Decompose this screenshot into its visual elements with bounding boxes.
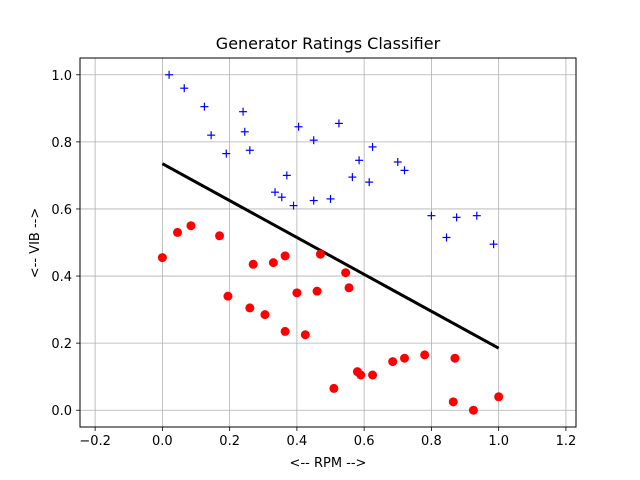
x-tick-label: 1.2 bbox=[556, 434, 577, 449]
circle-marker bbox=[368, 370, 378, 380]
plus-marker bbox=[289, 201, 298, 210]
plus-marker bbox=[240, 127, 249, 136]
plus-marker bbox=[271, 188, 280, 197]
x-tick-label: −0.2 bbox=[79, 434, 111, 449]
circle-marker bbox=[186, 221, 196, 231]
circle-marker bbox=[300, 330, 310, 340]
plus-marker bbox=[245, 146, 254, 155]
circle-marker bbox=[329, 383, 339, 393]
x-tick-label: 0.0 bbox=[152, 434, 173, 449]
circle-marker bbox=[450, 353, 460, 363]
plus-marker bbox=[393, 157, 402, 166]
circle-marker bbox=[312, 286, 322, 296]
circle-marker bbox=[245, 303, 255, 313]
plus-marker bbox=[200, 102, 209, 111]
plus-marker bbox=[400, 166, 409, 175]
circle-marker bbox=[223, 291, 233, 301]
grid-lines bbox=[80, 58, 576, 427]
circle-marker bbox=[388, 357, 398, 367]
chart-title: Generator Ratings Classifier bbox=[216, 34, 441, 53]
plus-marker bbox=[309, 196, 318, 205]
plus-marker bbox=[239, 107, 248, 116]
y-tick-label: 0.2 bbox=[51, 337, 72, 352]
plus-marker bbox=[282, 171, 291, 180]
circle-marker bbox=[468, 405, 478, 415]
circle-marker bbox=[260, 310, 270, 320]
plot-frame bbox=[79, 57, 577, 428]
plus-marker bbox=[294, 122, 303, 131]
data-points bbox=[157, 70, 504, 415]
plus-marker bbox=[277, 193, 286, 202]
circle-marker bbox=[315, 249, 325, 259]
plus-marker bbox=[442, 233, 451, 242]
x-axis-label: <-- RPM --> bbox=[290, 456, 367, 471]
decision-boundary-line bbox=[161, 162, 500, 350]
y-tick-label: 0.4 bbox=[51, 270, 72, 285]
plus-marker bbox=[334, 119, 343, 128]
y-tick-label: 0.0 bbox=[51, 404, 72, 419]
circle-marker bbox=[400, 353, 410, 363]
plus-marker bbox=[165, 70, 174, 79]
plus-marker bbox=[348, 173, 357, 182]
circle-marker bbox=[356, 370, 366, 380]
plus-marker bbox=[309, 136, 318, 145]
plus-marker bbox=[452, 213, 461, 222]
circle-marker bbox=[280, 251, 290, 261]
circle-marker bbox=[448, 397, 458, 407]
circle-marker bbox=[173, 227, 183, 237]
circle-marker bbox=[341, 268, 351, 278]
circle-marker bbox=[280, 326, 290, 336]
x-axis-ticks: −0.2 0.0 0.2 0.4 0.6 0.8 1.0 1.2 bbox=[79, 427, 576, 449]
plus-marker bbox=[489, 240, 498, 249]
plus-marker bbox=[365, 178, 374, 187]
circle-marker bbox=[157, 253, 167, 263]
circle-marker bbox=[268, 258, 278, 268]
plus-marker bbox=[326, 194, 335, 203]
x-tick-label: 0.6 bbox=[354, 434, 375, 449]
plus-marker bbox=[180, 84, 189, 93]
plus-marker bbox=[368, 142, 377, 151]
plus-marker bbox=[207, 131, 216, 140]
x-tick-label: 0.8 bbox=[421, 434, 442, 449]
x-tick-label: 0.2 bbox=[219, 434, 240, 449]
plus-marker bbox=[472, 211, 481, 220]
circle-marker bbox=[292, 288, 302, 298]
y-axis-ticks: 0.0 0.2 0.4 0.6 0.8 1.0 bbox=[51, 69, 80, 419]
circle-marker bbox=[248, 259, 258, 269]
plus-marker bbox=[222, 149, 231, 158]
plus-marker bbox=[427, 211, 436, 220]
circle-marker bbox=[494, 392, 504, 402]
y-tick-label: 1.0 bbox=[51, 69, 72, 84]
decision-boundary bbox=[161, 162, 500, 350]
circle-marker bbox=[344, 283, 354, 293]
x-tick-label: 0.4 bbox=[287, 434, 308, 449]
y-tick-label: 0.8 bbox=[51, 136, 72, 151]
y-tick-label: 0.6 bbox=[51, 203, 72, 218]
plus-marker bbox=[355, 156, 364, 165]
y-axis-label: <-- VIB --> bbox=[28, 208, 43, 278]
circle-marker bbox=[215, 231, 225, 241]
circle-marker bbox=[420, 350, 430, 360]
x-tick-label: 1.0 bbox=[488, 434, 509, 449]
